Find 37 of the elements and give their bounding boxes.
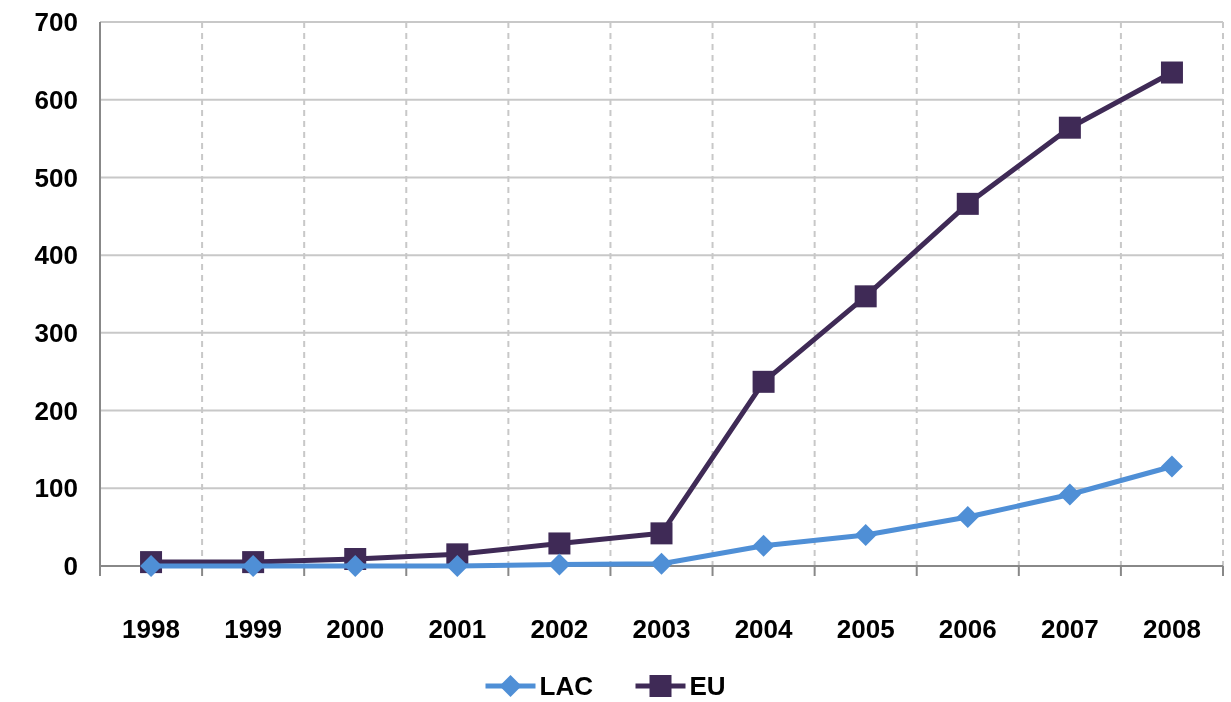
y-tick-label: 700 [34,7,78,38]
legend-label: EU [689,671,726,702]
point [548,553,571,576]
point [446,555,469,577]
y-tick-label: 300 [34,317,78,348]
x-tick-label: 2004 [734,614,794,644]
point [956,506,979,529]
x-tick-label: 2000 [326,614,385,644]
y-tick-label: 600 [34,84,78,115]
point [854,523,877,546]
y-tick-label: 0 [63,551,78,582]
point [854,285,877,308]
x-tick-label: 2005 [836,614,895,644]
legend-label: LAC [539,671,594,702]
x-tick-label: 2007 [1040,614,1099,644]
point [548,532,571,555]
point [1160,61,1183,84]
point [1058,116,1081,139]
x-tick-label: 1999 [224,614,283,644]
y-tick-label: 400 [34,240,78,271]
point [752,534,775,557]
point [650,522,673,545]
x-tick-label: 1998 [122,614,180,644]
point [650,552,673,575]
x-tick-label: 2006 [938,614,997,644]
point [1160,455,1183,478]
x-tick-label: 2001 [428,614,487,644]
x-tick-label: 2002 [530,614,589,644]
point [1058,483,1081,506]
y-tick-label: 200 [34,395,78,426]
x-tick-label: 2008 [1143,614,1201,644]
y-tick-label: 500 [34,162,78,193]
point [956,192,979,215]
point [752,370,775,393]
x-tick-label: 2003 [632,614,691,644]
point [344,555,367,577]
y-tick-label: 100 [34,473,78,504]
